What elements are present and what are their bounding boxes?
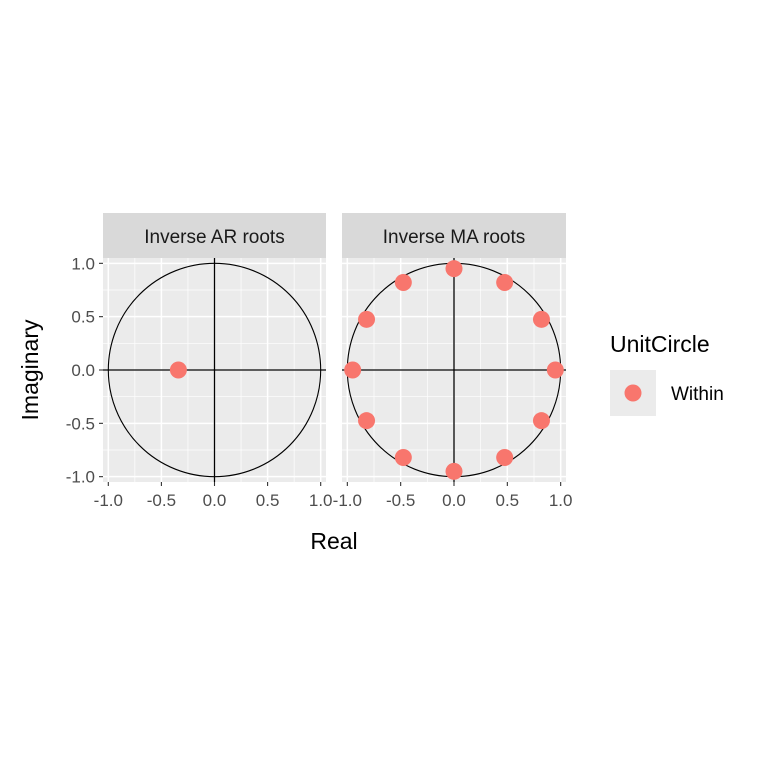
x-axis-ma: -1.0 -0.5 0.0 0.5 1.0 xyxy=(333,482,573,510)
points-ma xyxy=(344,260,564,480)
root-point xyxy=(496,274,514,292)
root-point xyxy=(532,412,550,430)
strip-label-ma: Inverse MA roots xyxy=(383,227,526,248)
x-tick-label: 1.0 xyxy=(309,491,333,510)
strip-background-ar xyxy=(103,213,326,258)
y-axis-title: Imaginary xyxy=(17,319,43,420)
legend-label-within: Within xyxy=(671,384,724,405)
y-tick-label: 1.0 xyxy=(71,254,95,273)
root-point xyxy=(445,260,463,278)
root-point xyxy=(496,448,514,466)
strip-background-ma xyxy=(342,213,566,258)
legend: UnitCircle Within xyxy=(610,331,724,416)
x-tick-label: 0.0 xyxy=(442,491,466,510)
root-point xyxy=(394,274,412,292)
reference-lines-ar xyxy=(103,258,326,482)
legend-key-point xyxy=(624,384,642,402)
panel-ar: Inverse AR roots xyxy=(103,213,326,482)
root-point xyxy=(169,361,187,379)
x-axis-title: Real xyxy=(310,528,357,554)
x-tick-label: 0.5 xyxy=(256,491,280,510)
x-tick-label: 0.0 xyxy=(203,491,227,510)
root-point xyxy=(358,412,376,430)
x-tick-label: -1.0 xyxy=(333,491,362,510)
x-tick-label: -0.5 xyxy=(147,491,176,510)
strip-label-ar: Inverse AR roots xyxy=(144,227,284,248)
x-tick-label: 0.5 xyxy=(496,491,520,510)
panel-ma: Inverse MA roots xyxy=(342,213,566,482)
x-axis-ar: -1.0 -0.5 0.0 0.5 1.0 xyxy=(94,482,333,510)
root-point xyxy=(358,310,376,328)
x-tick-label: -1.0 xyxy=(94,491,123,510)
root-point xyxy=(532,310,550,328)
points-ar xyxy=(169,361,187,379)
y-tick-label: -0.5 xyxy=(66,414,95,433)
legend-title: UnitCircle xyxy=(610,331,710,357)
y-tick-label: -1.0 xyxy=(66,468,95,487)
y-tick-label: 0.0 xyxy=(71,361,95,380)
root-point xyxy=(344,361,362,379)
root-point xyxy=(394,448,412,466)
unit-circle xyxy=(107,262,322,478)
root-point xyxy=(546,361,564,379)
root-point xyxy=(445,462,463,480)
y-axis: 1.0 0.5 0.0 -0.5 -1.0 xyxy=(66,254,103,487)
x-tick-label: 1.0 xyxy=(549,491,573,510)
y-tick-label: 0.5 xyxy=(71,308,95,327)
x-tick-label: -0.5 xyxy=(386,491,415,510)
